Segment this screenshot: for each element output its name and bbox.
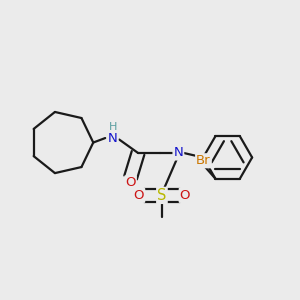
Text: N: N: [173, 146, 183, 160]
Text: O: O: [134, 189, 144, 202]
Text: O: O: [180, 189, 190, 202]
Text: N: N: [108, 132, 118, 145]
Text: S: S: [157, 188, 167, 203]
Text: Br: Br: [196, 154, 211, 167]
Text: O: O: [125, 176, 136, 189]
Text: H: H: [109, 122, 117, 132]
